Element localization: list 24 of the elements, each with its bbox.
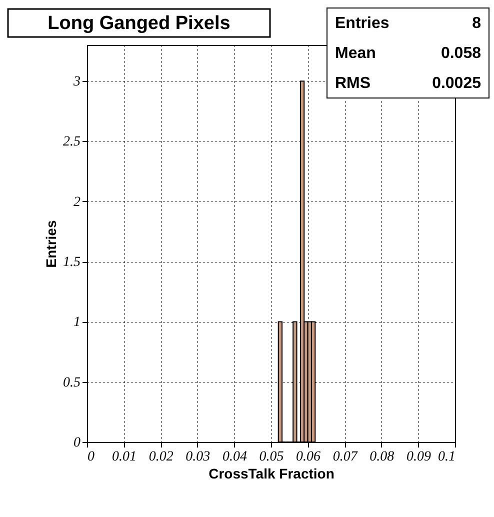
x-tick-label: 0.03	[186, 450, 210, 464]
x-tick-label: 0.08	[370, 450, 394, 464]
x-tick-label: 0.09	[406, 450, 431, 464]
x-tick-label: 0.05	[259, 450, 284, 464]
y-tick-label: 1.5	[63, 255, 80, 270]
x-tick-label: 0	[88, 450, 94, 464]
y-tick-label: 2	[74, 194, 80, 210]
x-tick-label: 0.07	[332, 450, 358, 464]
x-tick-label: 0.01	[112, 450, 137, 464]
text: RMS 0.0025	[335, 75, 481, 92]
chart-title: Long Ganged Pixels	[48, 13, 230, 34]
y-axis-title: Entries	[43, 220, 59, 268]
text: Mean 0.058	[335, 45, 481, 62]
y-tick-label: 2.5	[63, 134, 80, 150]
y-tick-label: 3	[72, 74, 80, 90]
y-tick-label: 0.5	[63, 375, 80, 390]
x-tick-label: 0.04	[222, 450, 247, 464]
text: Entries 8	[335, 15, 481, 32]
x-tick-label: 0.06	[296, 450, 321, 464]
x-axis-title: CrossTalk Fraction	[208, 466, 334, 482]
y-tick-label: 1	[74, 315, 80, 330]
x-tick-label: 0.1	[438, 450, 456, 464]
y-tick-label: 0	[74, 436, 80, 450]
x-tick-label: 0.02	[148, 450, 174, 464]
